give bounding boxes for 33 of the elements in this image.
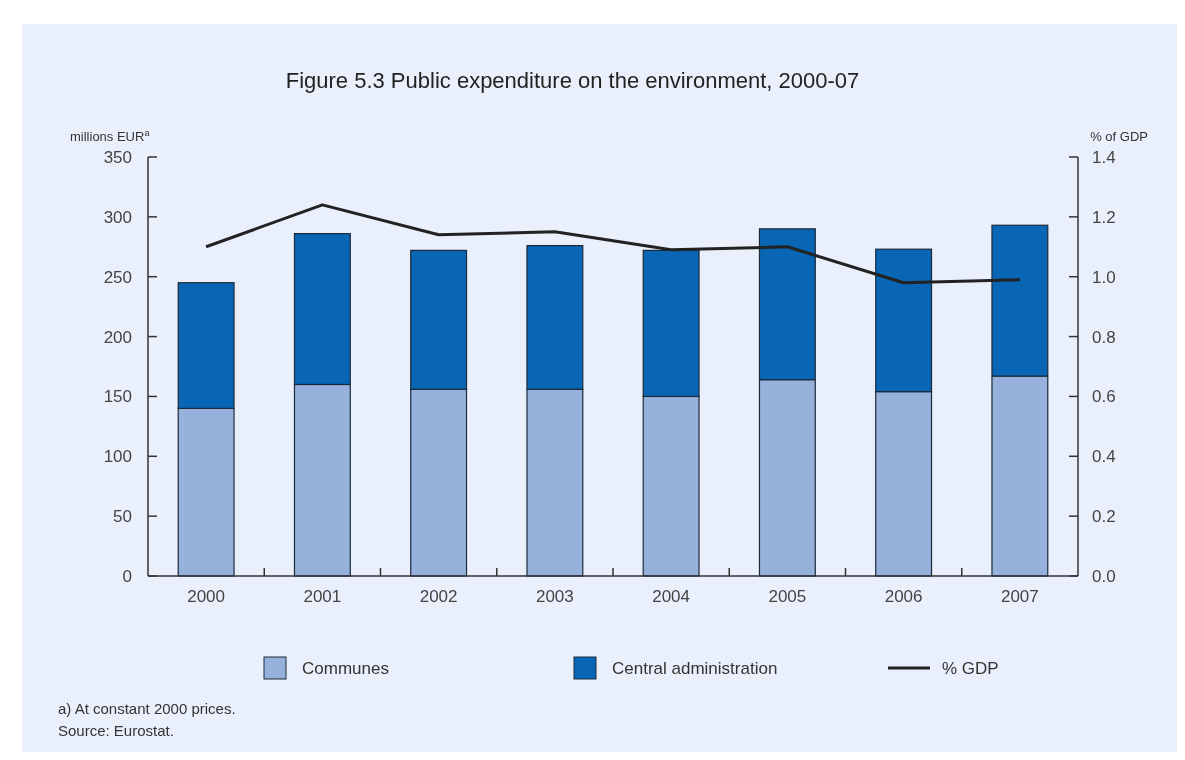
y-tick-label: 250 bbox=[103, 267, 132, 287]
y-tick-label: 300 bbox=[103, 207, 132, 227]
y2-tick-label: 0.6 bbox=[1092, 387, 1116, 407]
line-series bbox=[204, 203, 1022, 285]
source-note: Source: Eurostat. bbox=[58, 722, 174, 739]
y-tick-label: 350 bbox=[103, 147, 132, 167]
y2-tick-label: 1.2 bbox=[1092, 207, 1116, 227]
text: a) At constant 2000 prices. bbox=[58, 700, 236, 717]
legend-label: Communes bbox=[302, 658, 389, 678]
y2-tick-label: 1.4 bbox=[1092, 147, 1116, 167]
y2-axis-title: % of GDP bbox=[1090, 129, 1148, 144]
x-tick-label: 2003 bbox=[535, 587, 574, 606]
y-tick-label: 0 bbox=[122, 566, 132, 586]
x-tick-label: 2005 bbox=[768, 587, 807, 606]
y-axis-title: millions EUR$^{a}$ bbox=[70, 128, 151, 144]
y2-tick-label: 0.0 bbox=[1092, 566, 1116, 586]
x-tick-label: 2002 bbox=[419, 587, 458, 606]
x-tick-label: 2000 bbox=[187, 587, 226, 606]
chart-title: Figure 5.3 Public expenditure on the environment, 2000-07 bbox=[285, 68, 860, 93]
legend-label: % GDP bbox=[942, 658, 999, 678]
y2-tick-label: 0.4 bbox=[1092, 447, 1116, 467]
y2-tick-label: 1.0 bbox=[1092, 267, 1116, 287]
x-tick-label: 2004 bbox=[652, 587, 691, 606]
x-tick-label: 2007 bbox=[1000, 587, 1039, 606]
y2-tick-label: 0.8 bbox=[1092, 327, 1116, 347]
x-tick-label: 2001 bbox=[303, 587, 342, 606]
y-tick-label: 100 bbox=[103, 447, 132, 467]
y-tick-label: 50 bbox=[113, 507, 132, 527]
y2-tick-label: 0.2 bbox=[1092, 507, 1116, 527]
y-tick-label: 200 bbox=[103, 327, 132, 347]
legend-label: Central administration bbox=[612, 658, 778, 678]
y-tick-label: 150 bbox=[103, 387, 132, 407]
x-tick-label: 2006 bbox=[884, 587, 923, 606]
